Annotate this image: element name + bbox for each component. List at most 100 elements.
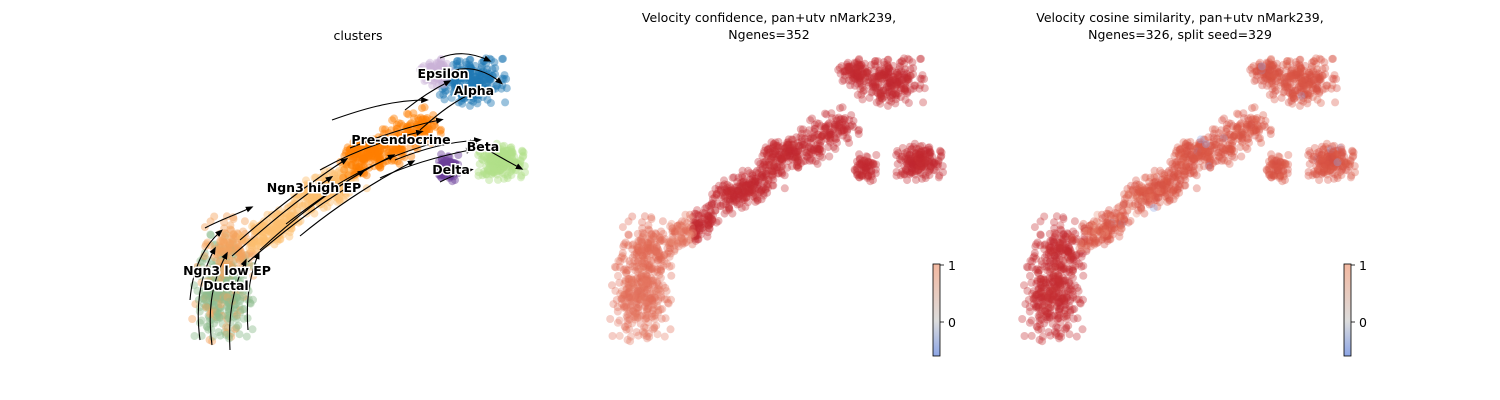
cluster-point xyxy=(453,57,461,66)
cluster-point xyxy=(271,224,279,233)
metric-point xyxy=(1056,304,1065,313)
cluster-point xyxy=(204,284,213,293)
cluster-point xyxy=(227,262,236,271)
metric-point xyxy=(667,271,676,280)
metric-point xyxy=(1036,230,1045,239)
metric-point xyxy=(656,273,665,282)
cluster-point xyxy=(231,264,240,273)
cluster-point xyxy=(221,272,230,281)
metric-point xyxy=(1018,315,1027,323)
metric-point xyxy=(821,109,829,118)
metric-point xyxy=(1043,266,1052,275)
cluster-point xyxy=(222,284,231,292)
cluster-point xyxy=(488,65,497,74)
cluster-point xyxy=(224,275,233,284)
metric-point xyxy=(642,247,651,256)
cluster-point xyxy=(215,304,224,313)
cluster-point xyxy=(236,306,245,315)
metric-point xyxy=(1133,192,1141,201)
metric-point xyxy=(1065,330,1074,339)
cluster-point xyxy=(225,244,234,252)
metric-point xyxy=(1055,297,1064,306)
cluster-point xyxy=(242,332,251,341)
metric-point xyxy=(1261,116,1270,125)
cluster-point xyxy=(263,226,272,235)
metric-point xyxy=(680,239,689,248)
cluster-point xyxy=(264,227,273,236)
cluster-point xyxy=(273,220,282,229)
cluster-point xyxy=(226,225,235,234)
cluster-point xyxy=(204,290,213,299)
metric-point xyxy=(1146,193,1155,202)
metric-point xyxy=(673,239,682,248)
cluster-point xyxy=(259,227,268,236)
cluster-point xyxy=(217,295,226,304)
metric-point xyxy=(656,290,665,299)
cluster-point xyxy=(223,301,232,310)
metric-point xyxy=(854,56,863,64)
cluster-point xyxy=(270,240,279,249)
cluster-point xyxy=(214,262,223,271)
cluster-point xyxy=(221,231,230,240)
metric-point xyxy=(1277,93,1286,102)
cluster-label-beta: Beta xyxy=(467,139,499,154)
metric-point xyxy=(625,293,633,302)
cluster-point xyxy=(252,241,261,250)
velocity-confidence-title-line1: Velocity confidence, pan+utv nMark239, xyxy=(642,10,896,25)
cluster-point xyxy=(219,271,228,279)
metric-point xyxy=(862,164,871,173)
cluster-point xyxy=(262,226,271,235)
cluster-point xyxy=(508,154,517,163)
metric-point xyxy=(1182,146,1191,155)
metric-point xyxy=(1237,121,1245,130)
metric-point xyxy=(916,55,925,63)
cluster-point xyxy=(222,275,231,284)
cluster-point xyxy=(219,291,228,299)
cluster-point xyxy=(227,265,236,274)
cluster-point xyxy=(210,253,219,262)
cluster-point xyxy=(255,238,264,247)
cluster-point xyxy=(223,315,232,324)
metric-point xyxy=(859,87,868,96)
cluster-point xyxy=(216,303,225,312)
metric-point xyxy=(737,203,746,212)
metric-point xyxy=(657,255,666,264)
metric-point xyxy=(618,223,627,232)
cluster-point xyxy=(216,300,225,309)
cluster-point xyxy=(238,305,247,314)
cluster-point xyxy=(485,176,494,185)
metric-point xyxy=(794,163,803,172)
metric-point xyxy=(1070,217,1079,226)
metric-point xyxy=(815,145,824,154)
cluster-point xyxy=(203,238,212,247)
metric-point xyxy=(610,262,619,271)
cluster-point xyxy=(219,277,228,286)
cluster-point xyxy=(216,287,225,296)
metric-point xyxy=(1206,163,1215,172)
metric-point xyxy=(1197,152,1206,161)
cluster-point xyxy=(420,103,429,112)
cluster-point xyxy=(286,211,295,220)
cluster-point xyxy=(214,303,223,312)
cluster-point xyxy=(280,215,289,223)
metric-point xyxy=(1065,265,1074,274)
metric-point xyxy=(839,67,848,76)
metric-point xyxy=(1312,54,1320,63)
metric-point xyxy=(1038,332,1047,341)
metric-point xyxy=(852,168,861,177)
cluster-point xyxy=(261,228,270,237)
cluster-point xyxy=(213,315,221,324)
cluster-point xyxy=(271,217,280,226)
cluster-point xyxy=(215,313,224,322)
metric-point xyxy=(1222,127,1231,136)
metric-point xyxy=(628,301,637,310)
cluster-point xyxy=(335,195,344,204)
cluster-point xyxy=(249,219,258,228)
cluster-point xyxy=(253,229,262,238)
cluster-point xyxy=(224,277,232,286)
cluster-point xyxy=(202,322,211,331)
metric-point xyxy=(1030,223,1039,232)
cluster-point xyxy=(220,259,229,268)
cluster-point xyxy=(237,235,246,244)
cluster-point xyxy=(444,152,453,161)
